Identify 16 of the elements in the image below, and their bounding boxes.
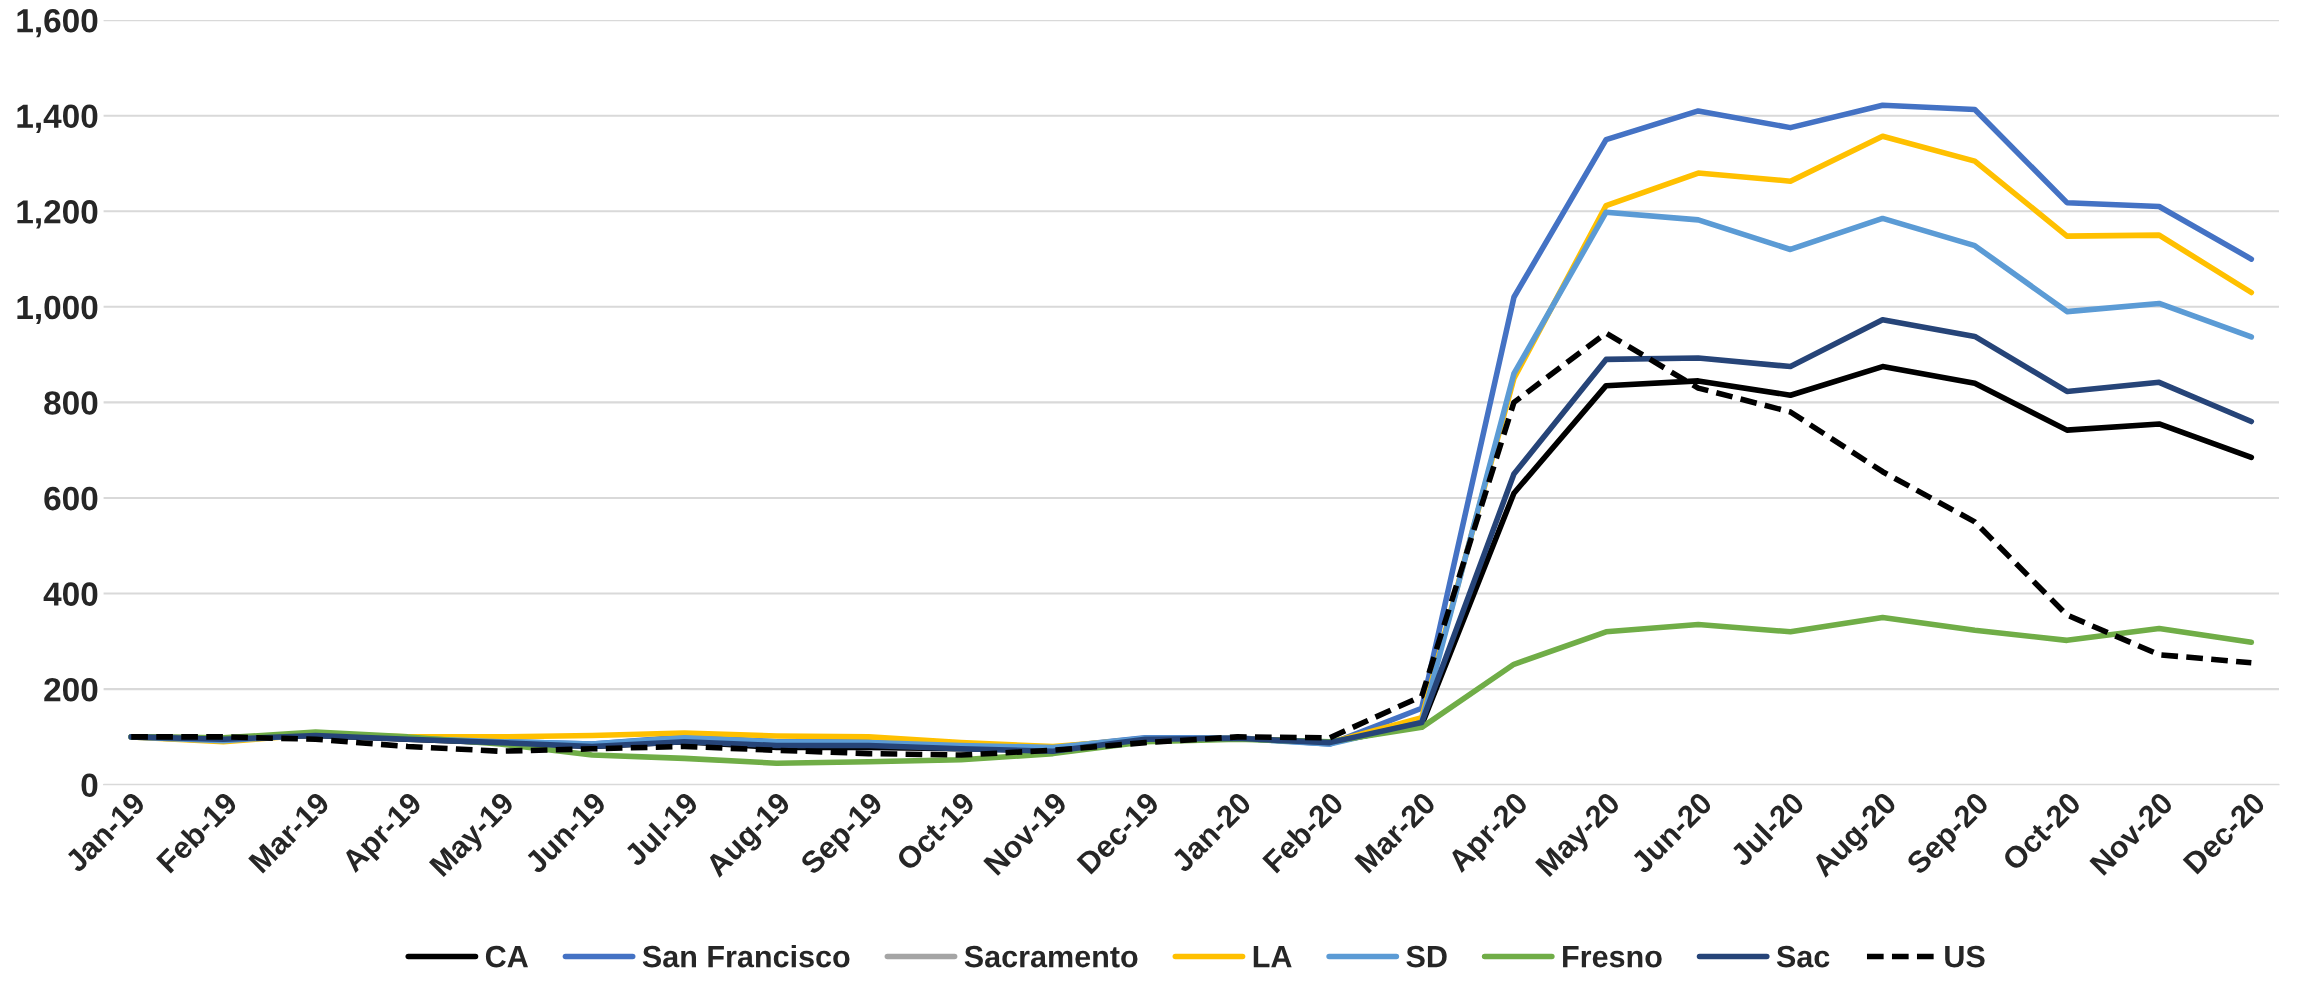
legend-label: US (1945, 945, 1985, 968)
legend-label: Sac (1776, 945, 1830, 968)
y-tick-label: 1,200 (17, 200, 98, 229)
y-tick-label: 400 (43, 582, 98, 606)
y-tick-label: 1,600 (17, 8, 98, 38)
legend-label: San Francisco (642, 944, 850, 968)
y-tick-label: 600 (44, 486, 98, 511)
y-tick-label: 800 (44, 391, 98, 415)
y-tick-label: 1,000 (17, 295, 98, 325)
legend-label: LA (1253, 946, 1292, 968)
legend-label: Sacramento (964, 945, 1138, 968)
y-tick-label: 1,400 (17, 104, 98, 133)
legend-label: Fresno (1563, 946, 1662, 968)
legend-label: CA (485, 945, 528, 968)
y-tick-label: 200 (44, 677, 98, 702)
legend-label: SD (1406, 945, 1447, 968)
